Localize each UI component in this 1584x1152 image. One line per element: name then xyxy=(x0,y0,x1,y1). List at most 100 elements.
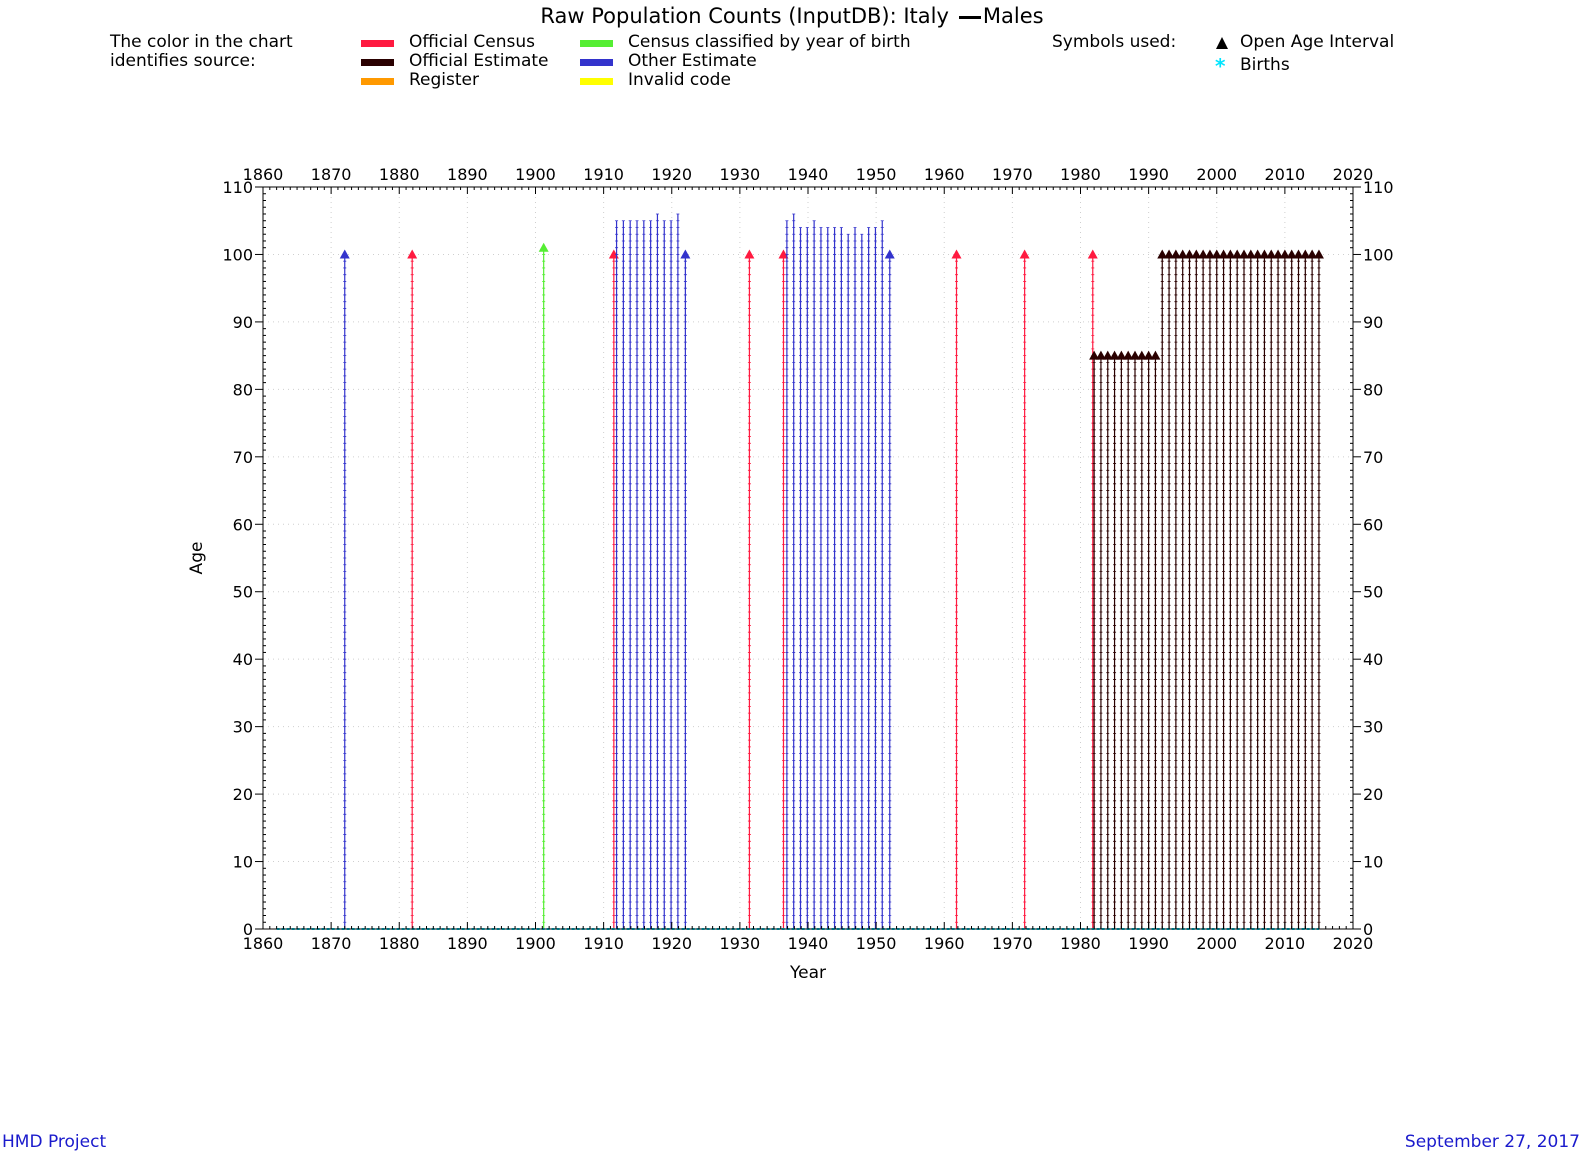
x-tick-label-top: 1910 xyxy=(583,165,624,184)
age-markers xyxy=(1283,254,1287,930)
age-markers xyxy=(1242,254,1246,930)
age-markers xyxy=(1194,254,1198,930)
x-tick-label-top: 1920 xyxy=(651,165,692,184)
x-tick-label-top: 1990 xyxy=(1128,165,1169,184)
x-tick-label: 1970 xyxy=(992,934,1033,953)
x-tick-label: 1900 xyxy=(515,934,556,953)
open-age-triangle xyxy=(407,249,418,259)
open-age-triangle xyxy=(1087,249,1098,259)
x-tick-label: 1920 xyxy=(651,934,692,953)
triangle-icon xyxy=(1216,37,1228,49)
males-line-icon xyxy=(958,15,981,19)
age-markers xyxy=(1188,254,1191,930)
open-age-triangle xyxy=(1102,350,1113,360)
y-tick-label: 50 xyxy=(233,583,253,602)
y-tick-label: 110 xyxy=(222,178,253,197)
y-tick-label: 10 xyxy=(233,853,253,872)
open-age-triangle xyxy=(1245,249,1256,259)
x-tick-label-top: 1860 xyxy=(243,165,284,184)
x-tick-label: 2000 xyxy=(1196,934,1237,953)
y-tick-label-right: 110 xyxy=(1363,178,1394,197)
register-swatch xyxy=(361,78,394,85)
age-markers xyxy=(1160,254,1164,930)
open-age-triangle xyxy=(1225,249,1236,259)
y-tick-label-right: 10 xyxy=(1363,853,1383,872)
age-markers xyxy=(410,254,414,930)
open-age-triangle xyxy=(1198,249,1209,259)
open-age-triangle xyxy=(1279,249,1290,259)
x-tick-label: 1960 xyxy=(924,934,965,953)
open-age-triangle xyxy=(1136,350,1147,360)
legend-open-age-interval: Open Age Interval xyxy=(1240,32,1395,52)
x-tick-label-top: 1940 xyxy=(788,165,829,184)
age-markers xyxy=(1249,254,1253,930)
x-tick-label: 1990 xyxy=(1128,934,1169,953)
x-tick-label-top: 1970 xyxy=(992,165,1033,184)
open-age-triangle xyxy=(1313,249,1324,259)
open-age-triangle xyxy=(538,242,549,252)
open-age-triangle xyxy=(1266,249,1277,259)
x-tick-label-top: 1950 xyxy=(856,165,897,184)
open-age-triangle xyxy=(1211,249,1222,259)
y-tick-label: 0 xyxy=(243,920,253,939)
y-tick-label-right: 50 xyxy=(1363,583,1383,602)
footer-date: September 27, 2017 xyxy=(1404,1132,1580,1152)
chart-title: Raw Population Counts (InputDB): Italy Ma… xyxy=(0,4,1584,28)
x-tick-label: 1890 xyxy=(447,934,488,953)
age-markers xyxy=(1201,254,1205,930)
symbols-heading: Symbols used: xyxy=(1052,32,1177,52)
age-markers xyxy=(1208,254,1212,930)
x-tick-label-top: 2010 xyxy=(1265,165,1306,184)
legend-census-by-birth: Census classified by year of birth xyxy=(628,32,911,52)
x-tick-label-top: 1930 xyxy=(720,165,761,184)
open-age-triangle xyxy=(1191,249,1202,259)
open-age-triangle xyxy=(1184,249,1195,259)
open-age-triangle xyxy=(951,249,962,259)
age-markers xyxy=(747,254,751,930)
age-markers xyxy=(1256,254,1260,930)
y-tick-label-right: 40 xyxy=(1363,650,1383,669)
y-tick-label-right: 70 xyxy=(1363,448,1383,467)
open-age-triangle xyxy=(339,249,350,259)
official-estimate-swatch xyxy=(361,59,394,66)
y-tick-label-right: 30 xyxy=(1363,718,1383,737)
y-tick-label: 60 xyxy=(233,515,253,534)
age-markers xyxy=(1222,254,1226,930)
chart-title-sex: Males xyxy=(982,4,1044,28)
legend-official-census: Official Census xyxy=(409,32,536,52)
x-tick-label: 2010 xyxy=(1265,934,1306,953)
x-tick-label: 1870 xyxy=(311,934,352,953)
y-tick-label: 30 xyxy=(233,718,253,737)
legend-births: Births xyxy=(1240,55,1290,75)
open-age-triangle xyxy=(1164,249,1175,259)
open-age-triangle xyxy=(744,249,755,259)
x-tick-label-top: 1900 xyxy=(515,165,556,184)
legend-other-estimate: Other Estimate xyxy=(628,51,757,71)
open-age-triangle xyxy=(778,249,789,259)
age-markers xyxy=(1235,254,1239,930)
y-tick-label: 90 xyxy=(233,313,253,332)
x-tick-label-top: 1880 xyxy=(379,165,420,184)
x-tick-label: 1880 xyxy=(379,934,420,953)
legend-official-estimate: Official Estimate xyxy=(409,51,549,71)
open-age-triangle xyxy=(1307,249,1318,259)
age-markers xyxy=(1167,254,1171,930)
y-tick-label-right: 90 xyxy=(1363,313,1383,332)
open-age-triangle xyxy=(1109,350,1120,360)
open-age-triangle xyxy=(1019,249,1030,259)
open-age-triangle xyxy=(1170,249,1181,259)
open-age-triangle xyxy=(1259,249,1270,259)
age-markers xyxy=(1181,254,1185,930)
age-markers xyxy=(1023,254,1027,930)
data-layer xyxy=(276,213,1324,930)
x-tick-label-top: 1890 xyxy=(447,165,488,184)
open-age-triangle xyxy=(1095,350,1106,360)
invalid-code-swatch xyxy=(580,78,613,85)
x-tick-label-top: 1870 xyxy=(311,165,352,184)
open-age-triangle xyxy=(1089,350,1100,360)
x-tick-label: 1940 xyxy=(788,934,829,953)
x-tick-label: 1950 xyxy=(856,934,897,953)
age-markers xyxy=(343,254,347,930)
open-age-triangle xyxy=(1150,350,1161,360)
